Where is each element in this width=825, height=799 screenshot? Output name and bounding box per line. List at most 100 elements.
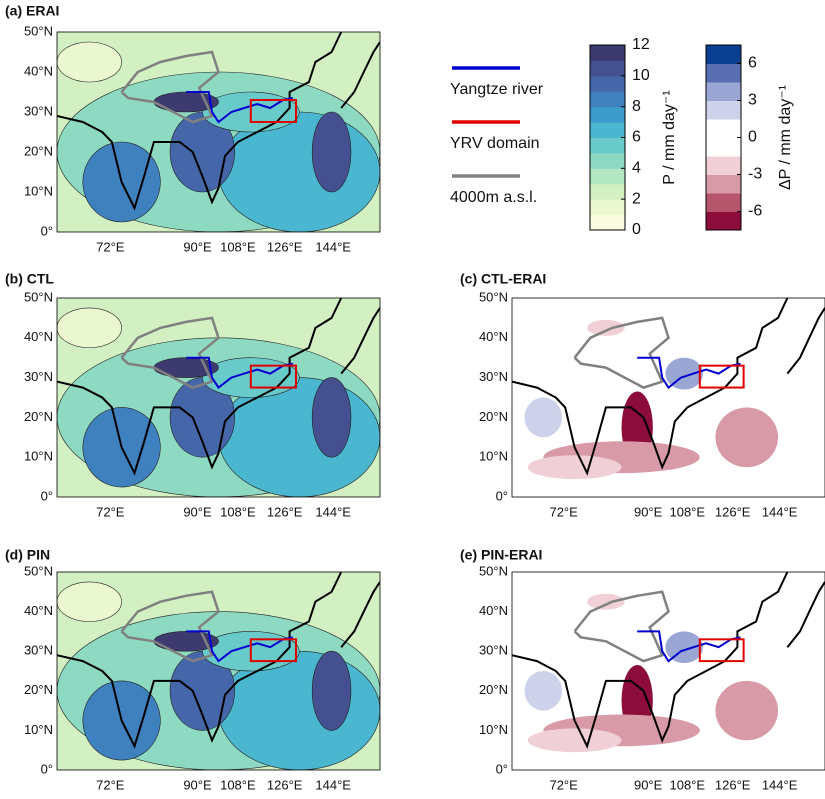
map-body [57, 32, 380, 232]
colorbar-band [590, 183, 625, 200]
yangtze-river [186, 356, 294, 390]
lon-label: 108°E [220, 239, 256, 254]
colorbar-band [590, 152, 625, 169]
yrv-domain [249, 99, 298, 123]
map-frame [511, 571, 825, 771]
field-contour [57, 307, 122, 349]
lat-label: 20°N [24, 682, 53, 697]
colorbar-tick-label: 6 [632, 129, 641, 146]
lat-label: 30°N [24, 103, 53, 118]
colorbar-band [706, 193, 741, 212]
field-contour [311, 111, 352, 193]
lat-label: 0° [41, 488, 53, 503]
lat-label: 40°N [479, 329, 508, 344]
field-contour [527, 728, 622, 753]
lat-label: 10°N [24, 449, 53, 464]
colorbar-tick-label: 0 [748, 129, 757, 146]
colorbar-band [706, 63, 741, 83]
lon-label: 108°E [220, 777, 256, 792]
coastline [786, 581, 825, 648]
colorbar-tick-label: -3 [748, 166, 762, 183]
coastline [512, 298, 789, 476]
field-contour [527, 455, 622, 480]
lon-label: 144°E [762, 504, 798, 519]
colorbar-tick-label: 6 [748, 55, 757, 72]
lat-label: 20°N [24, 409, 53, 424]
colorbar-tick-label: 10 [632, 67, 650, 84]
yangtze-river [186, 630, 294, 663]
yangtze-river [637, 630, 741, 663]
lon-label: 108°E [669, 504, 705, 519]
legend-label: 4000m a.s.l. [450, 189, 537, 206]
lon-label: 126°E [715, 504, 751, 519]
lon-label: 90°E [634, 504, 663, 519]
panel-title: (c) CTL-ERAI [460, 271, 546, 287]
colorbar-label: P / mm day⁻¹ [661, 90, 678, 184]
yrv-domain [698, 638, 745, 663]
lat-label: 0° [41, 761, 53, 776]
lon-label: 126°E [267, 239, 303, 254]
plateau-contour [120, 316, 220, 389]
lat-label: 20°N [479, 682, 508, 697]
field-contour [57, 581, 122, 622]
yangtze-river [637, 356, 741, 390]
colorbar-band [590, 75, 625, 92]
yrv-domain [249, 638, 298, 663]
lon-label: 144°E [315, 504, 351, 519]
panel-title: (a) ERAI [5, 3, 59, 19]
field-contour [715, 407, 779, 468]
lat-label: 40°N [24, 63, 53, 78]
map-panel: (c) CTL-ERAI 50°N 40°N 30°N 20°N 10°N 0° 72°E 90… [460, 271, 825, 519]
map-body [57, 572, 380, 770]
map-frame [56, 31, 381, 233]
map-frame [56, 297, 381, 498]
colorbar-tick-label: 8 [632, 98, 641, 115]
lat-label: 30°N [24, 643, 53, 658]
lon-label: 72°E [96, 504, 125, 519]
coastline [340, 307, 380, 375]
lat-label: 40°N [24, 329, 53, 344]
colorbar-band [590, 168, 625, 185]
coastline [786, 307, 825, 375]
lon-label: 72°E [96, 239, 125, 254]
colorbar-band [590, 137, 625, 154]
colorbar-band [706, 137, 741, 157]
lon-label: 126°E [267, 777, 303, 792]
lat-label: 50°N [24, 23, 53, 38]
colorbar-tick-label: -6 [748, 203, 762, 220]
lon-label: 144°E [315, 777, 351, 792]
lon-label: 72°E [549, 504, 578, 519]
lat-label: 30°N [479, 369, 508, 384]
coastline [57, 572, 343, 749]
lon-label: 144°E [315, 239, 351, 254]
colorbar-tick-label: 2 [632, 190, 641, 207]
panel-title: (e) PIN-ERAI [460, 547, 542, 563]
lat-label: 0° [41, 223, 53, 238]
colorbar-band [590, 214, 625, 231]
plateau-contour [573, 316, 670, 389]
lat-label: 0° [496, 761, 508, 776]
plateau-contour [120, 590, 220, 663]
colorbar-band [706, 156, 741, 175]
coastline [512, 572, 789, 749]
colorbar-tick-label: 0 [632, 221, 641, 238]
colorbar-band [590, 91, 625, 108]
map-body [57, 298, 380, 497]
lon-label: 90°E [183, 777, 212, 792]
field-contour [524, 397, 563, 438]
yrv-domain [698, 364, 745, 389]
colorbar-tick-label: 3 [748, 92, 757, 109]
map-body [512, 298, 825, 497]
lon-label: 108°E [220, 504, 256, 519]
plateau-contour [120, 50, 220, 124]
legend-label: YRV domain [450, 135, 540, 152]
field-contour [311, 650, 352, 731]
map-body [512, 572, 825, 770]
coastline [57, 32, 343, 211]
plateau-contour [573, 590, 670, 663]
map-panel: (a) ERAI 50°N 40°N 30°N 20°N 10°N 0° 72°E 90°E 10… [5, 3, 381, 254]
lat-label: 40°N [24, 603, 53, 618]
colorbar-band [706, 174, 741, 194]
lon-label: 126°E [267, 504, 303, 519]
